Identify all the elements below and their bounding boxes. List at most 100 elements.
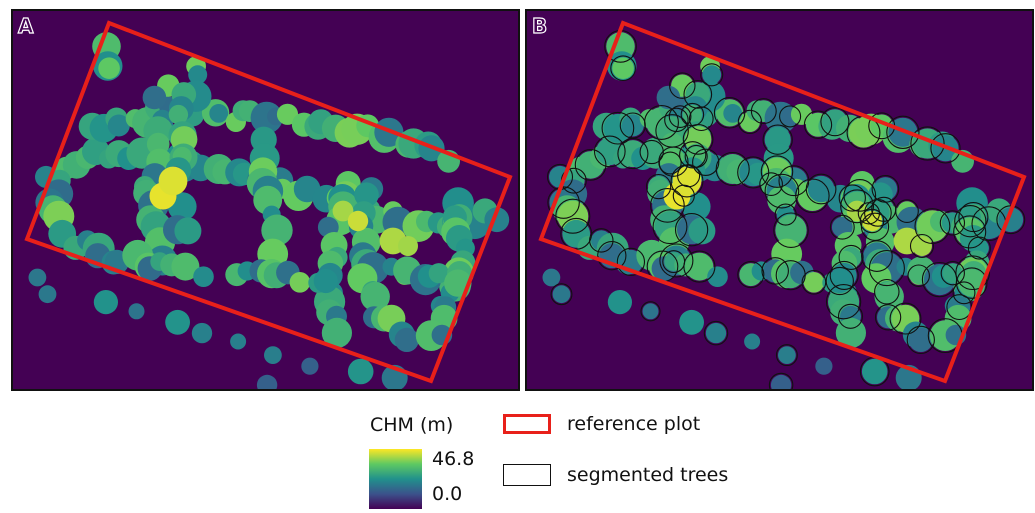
tree-crown [744, 333, 761, 350]
tree-crown [107, 114, 130, 137]
segmented-tree-outline [825, 284, 862, 320]
segmented-tree-outline [861, 240, 893, 272]
segmented-tree-outline [737, 261, 765, 289]
segmented-tree-outline [864, 199, 892, 227]
tree-crown [313, 268, 338, 294]
segmented-tree-outline [692, 148, 720, 176]
segmented-tree-outline [774, 203, 797, 226]
tree-crown [621, 114, 644, 137]
segmented-tree-outline [907, 264, 930, 287]
segmented-tree-outline [683, 250, 716, 283]
segmented-tree-outline [773, 212, 809, 248]
segmented-tree-outline [955, 255, 991, 291]
tree-crown [171, 252, 200, 281]
tree-crown [707, 266, 728, 287]
tree-crown [264, 346, 282, 364]
segmented-tree-outline [775, 260, 806, 291]
tree-crown [542, 268, 561, 287]
segmented-tree-outline [840, 189, 875, 224]
tree-crown [790, 103, 813, 125]
segmented-tree-outline [825, 266, 854, 296]
tree-crown [398, 236, 418, 256]
chm-max-label: 46.8 [432, 448, 475, 470]
segmented-tree-outline [645, 173, 672, 200]
chm-map-a [24, 20, 513, 389]
segmented-tree-outline [670, 164, 704, 198]
tree-crown [193, 266, 214, 287]
tree-crowns [28, 32, 510, 389]
segmented-tree-outline [940, 261, 965, 286]
segmented-tree-outline [768, 372, 794, 389]
tree-crown [93, 290, 118, 315]
tree-crown [28, 268, 47, 287]
segmented-tree-outline [601, 111, 635, 145]
segmented-tree-outline [574, 149, 607, 181]
segmented-tree-outline [886, 115, 920, 149]
tree-crown [332, 200, 354, 222]
segmented-tree-outline [682, 124, 714, 155]
tree-crown [301, 357, 319, 375]
panel-label-b: B [531, 14, 548, 38]
segmented-tree-outline [700, 63, 724, 87]
segmented-tree-outline [820, 107, 850, 137]
segmented-tree-outline [593, 135, 626, 168]
tree-crown [321, 317, 352, 348]
segmented-tree-outline [640, 301, 661, 322]
segmented-tree-outline [650, 188, 685, 223]
segmented-tree-outline [952, 281, 976, 305]
tree-crown [702, 65, 722, 85]
tree-crown [803, 272, 825, 293]
segmented-tree-outline [639, 139, 664, 165]
segmented-tree-outline [779, 105, 802, 128]
tree-crown [209, 104, 229, 123]
segmented-tree-outline [930, 133, 961, 164]
tree-crown [552, 285, 571, 304]
segmented-tree-outline [547, 186, 580, 219]
segmented-tree-outline [958, 202, 989, 233]
segmented-tree-outline [679, 141, 707, 169]
tree-crown [142, 85, 167, 110]
segmented-tree-outline [644, 105, 679, 140]
tree-crown [158, 166, 188, 196]
tree-crown [354, 182, 379, 207]
segmented-tree-outline [555, 198, 591, 234]
segmented-tree-outline [761, 257, 789, 285]
segmented-tree-outline [688, 106, 714, 132]
tree-crown [165, 309, 191, 335]
tree-crown [168, 104, 189, 125]
segmented-tree-outline [715, 151, 750, 187]
map-panel-b: B [525, 9, 1034, 391]
segmented-tree-outline [610, 55, 636, 82]
segmented-tree-outline [829, 214, 855, 240]
segmented-tree-outline [764, 173, 800, 209]
segmented-tree-outline [652, 209, 688, 245]
tree-crown [38, 285, 57, 304]
tree-crown [705, 322, 727, 344]
segmented-tree-outline [874, 278, 900, 305]
tree-crown [908, 327, 933, 352]
tree-crown [815, 357, 833, 375]
chm-map-b [538, 20, 1027, 389]
segmented-tree-outline [956, 267, 988, 299]
tree-crown [360, 281, 390, 312]
tree-crown [770, 374, 792, 389]
segmented-tree-outline [795, 178, 830, 214]
tree-crown [256, 374, 278, 389]
tree-crown [98, 57, 120, 79]
tree-crown [230, 333, 247, 350]
tree-crown [347, 210, 369, 232]
tree-crown [656, 85, 681, 110]
segmented-trees-label: segmented trees [567, 464, 729, 486]
reference-plot-outline [24, 20, 513, 384]
tree-crown [347, 358, 374, 385]
panel-label-a: A [17, 14, 34, 38]
tree-crown [612, 57, 634, 79]
chm-colorbar [369, 449, 422, 509]
tree-crown [607, 290, 632, 315]
segmented-tree-outline [868, 250, 905, 287]
segmented-tree-outline [659, 243, 694, 278]
segmented-tree-outline [550, 283, 573, 306]
segmented-tree-outline [713, 97, 746, 129]
tree-crown [861, 358, 888, 385]
segmented-tree-outline [616, 247, 646, 277]
